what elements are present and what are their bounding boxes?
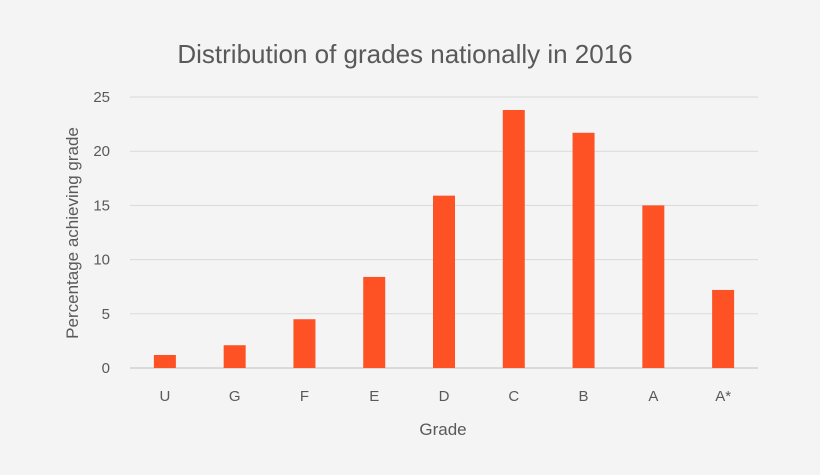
x-tick-label: E	[369, 388, 379, 405]
x-tick-label: B	[579, 388, 589, 405]
bar-g	[223, 345, 246, 368]
y-tick-label: 5	[102, 306, 110, 323]
x-tick-label: A*	[715, 388, 731, 405]
bar-a	[642, 205, 665, 368]
bar-d	[433, 195, 455, 368]
y-tick-label: 25	[93, 89, 110, 106]
bars	[153, 110, 735, 369]
y-tick-label: 0	[102, 360, 110, 377]
x-tick-label: A	[648, 388, 658, 405]
y-tick-label: 15	[93, 197, 110, 214]
x-axis-label: Grade	[419, 420, 466, 439]
y-tick-label: 20	[93, 143, 110, 160]
bar-u	[153, 354, 176, 368]
bar-c	[502, 110, 525, 369]
y-axis-ticks: 0 5 10 15 20 25	[93, 89, 110, 377]
y-tick-label: 10	[93, 252, 110, 269]
x-tick-label: F	[300, 388, 309, 405]
bar-a-star	[712, 289, 735, 368]
x-tick-label: G	[229, 388, 241, 405]
x-tick-label: D	[439, 388, 450, 405]
bar-f	[293, 319, 316, 368]
x-tick-label: U	[159, 388, 170, 405]
y-axis-label: Percentage achieving grade	[63, 127, 82, 339]
bar-e	[363, 276, 386, 368]
x-tick-label: C	[508, 388, 519, 405]
x-axis-ticks: U G F E D C B A A*	[159, 388, 731, 405]
bar-b	[572, 132, 595, 368]
chart-title: Distribution of grades nationally in 201…	[177, 39, 632, 69]
